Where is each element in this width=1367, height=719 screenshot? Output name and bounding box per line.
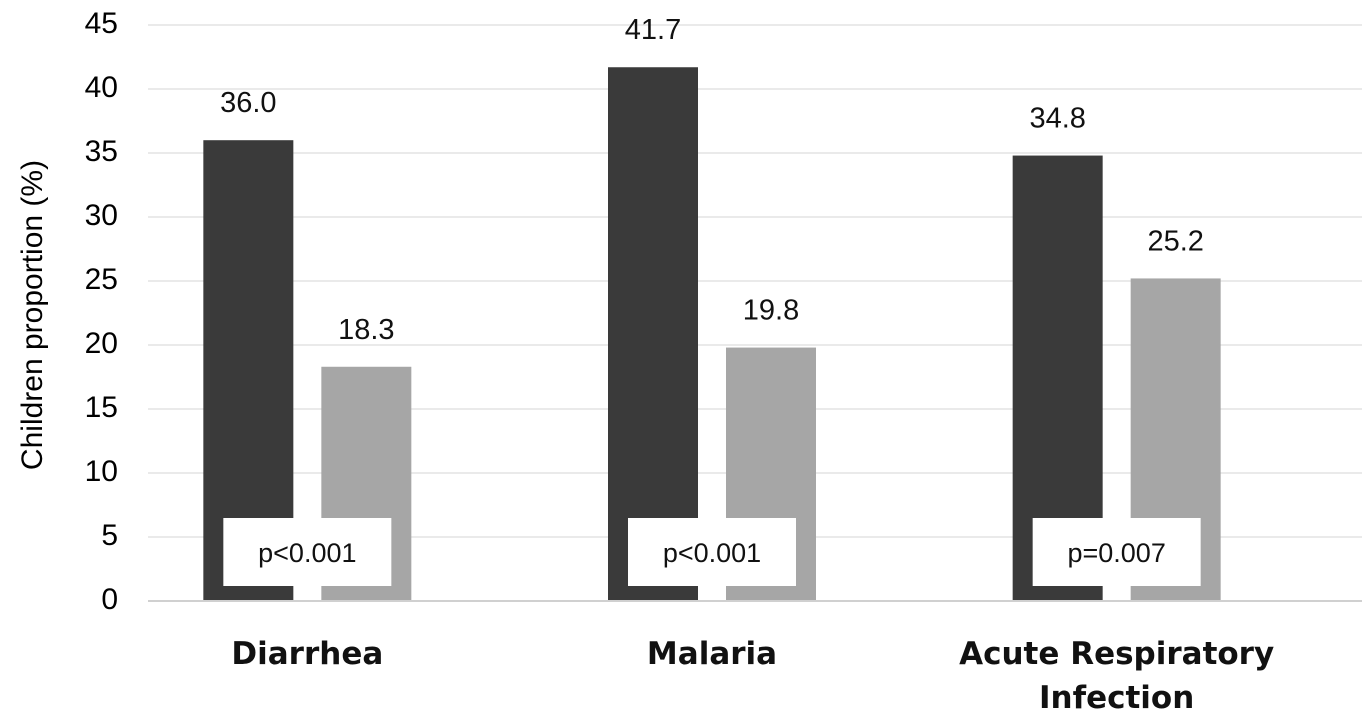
y-axis-ticks: 0 5 10 15 20 25 30 35 40 45: [85, 7, 118, 616]
p-value-box: [628, 518, 796, 586]
p-value-label: p<0.001: [663, 538, 761, 568]
y-tick-label: 45: [85, 7, 118, 40]
y-tick-label: 25: [85, 263, 118, 296]
y-tick-label: 30: [85, 199, 118, 232]
data-label: 36.0: [220, 87, 276, 119]
y-tick-label: 15: [85, 391, 118, 424]
p-value-box: [1032, 518, 1201, 586]
data-label: 34.8: [1029, 103, 1085, 135]
p-value-annotations: p<0.001 p<0.001 p=0.007: [223, 518, 1201, 586]
data-label: 19.8: [743, 295, 799, 327]
category-labels: Diarrhea Malaria Acute Respiratory Infectio…: [231, 636, 1274, 716]
p-value-box: [223, 518, 392, 586]
y-tick-label: 5: [101, 519, 118, 552]
data-labels: 36.0 18.3 41.7 19.8 34.8 25.2: [220, 14, 1204, 346]
data-label: 18.3: [338, 314, 394, 346]
bar: [608, 67, 698, 602]
category-label: Acute Respiratory: [959, 636, 1274, 672]
y-tick-label: 35: [85, 135, 118, 168]
y-tick-label: 20: [85, 327, 118, 360]
category-label: Malaria: [647, 636, 777, 672]
data-label: 25.2: [1147, 225, 1203, 257]
data-label: 41.7: [625, 14, 681, 46]
category-label: Diarrhea: [231, 636, 383, 672]
y-tick-label: 10: [85, 455, 118, 488]
p-value-label: p<0.001: [258, 538, 356, 568]
y-axis-label: Children proportion (%): [16, 160, 49, 470]
y-tick-label: 40: [85, 71, 118, 104]
category-label: Infection: [1039, 680, 1194, 716]
y-tick-label: 0: [101, 583, 118, 616]
p-value-label: p=0.007: [1067, 538, 1165, 568]
